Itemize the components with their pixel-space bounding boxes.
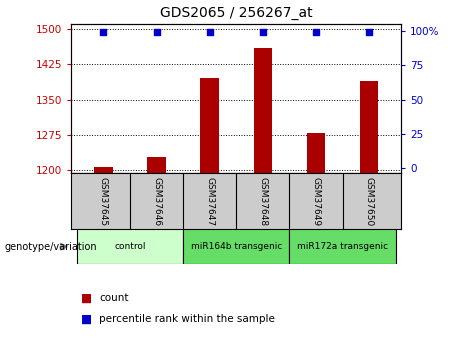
Title: GDS2065 / 256267_at: GDS2065 / 256267_at — [160, 6, 313, 20]
Bar — [201, 78, 219, 172]
Text: GSM37646: GSM37646 — [152, 177, 161, 226]
Bar — [147, 157, 166, 172]
Bar — [94, 167, 112, 172]
Text: ■: ■ — [81, 292, 92, 305]
Text: miR164b transgenic: miR164b transgenic — [190, 242, 282, 251]
Text: ■: ■ — [81, 313, 92, 326]
Bar — [254, 48, 272, 172]
Point — [366, 29, 373, 34]
Text: miR172a transgenic: miR172a transgenic — [297, 242, 388, 251]
Text: GSM37649: GSM37649 — [312, 177, 320, 226]
Text: GSM37650: GSM37650 — [365, 177, 374, 226]
Text: count: count — [99, 294, 129, 303]
Point — [259, 29, 266, 34]
Text: control: control — [114, 242, 146, 251]
Text: GSM37645: GSM37645 — [99, 177, 108, 226]
Text: genotype/variation: genotype/variation — [5, 242, 97, 252]
Point — [312, 30, 319, 35]
Bar — [360, 81, 378, 172]
Text: GSM37648: GSM37648 — [258, 177, 267, 226]
Bar — [77, 229, 183, 264]
Point — [153, 30, 160, 35]
Point — [100, 30, 107, 35]
Text: GSM37647: GSM37647 — [205, 177, 214, 226]
Point — [206, 30, 213, 35]
Bar — [183, 229, 290, 264]
Text: percentile rank within the sample: percentile rank within the sample — [99, 314, 275, 324]
Bar — [307, 134, 325, 172]
Bar — [290, 229, 396, 264]
